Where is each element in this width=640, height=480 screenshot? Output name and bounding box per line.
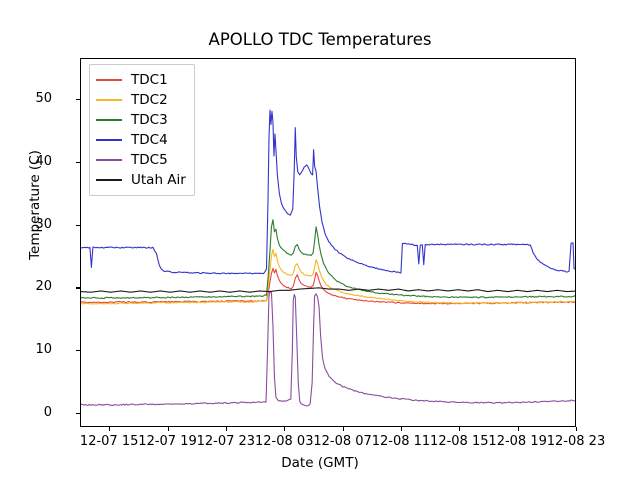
legend-item-tdc3[interactable]: TDC3 [96,110,186,130]
legend-item-label: TDC5 [131,152,168,168]
x-axis-tick-label: 12-07 15 [79,434,139,449]
x-axis-tick-label: 12-08 23 [546,434,606,449]
y-axis-tick-label: 40 [35,153,52,169]
legend-color-swatch [96,179,122,181]
legend-item-label: Utah Air [131,172,186,188]
series-line-utah-air [81,287,575,293]
x-axis-tick-mark [109,427,111,431]
series-line-tdc1 [81,267,575,305]
legend-item-utah-air[interactable]: Utah Air [96,170,186,190]
x-axis-tick-mark [225,427,227,431]
y-axis-tick-mark [76,161,80,163]
legend-item-tdc1[interactable]: TDC1 [96,70,186,90]
series-line-tdc5 [81,291,575,407]
x-axis-tick-mark [576,427,578,431]
x-axis-tick-mark [400,427,403,431]
y-axis-label: Temperature (C) [27,150,43,260]
legend-color-swatch [96,159,122,161]
legend-item-label: TDC2 [131,92,168,108]
legend-item-label: TDC4 [131,132,168,148]
x-axis-tick-mark [342,427,344,431]
x-axis-tick-label: 12-08 15 [430,434,489,449]
y-axis-tick-mark [76,350,80,352]
x-axis-tick-mark [167,427,169,431]
x-axis-tick-mark [459,427,461,431]
legend-item-label: TDC3 [131,112,168,128]
series-line-tdc3 [81,219,575,299]
y-axis-tick-label: 0 [43,405,52,421]
legend-color-swatch [96,139,122,141]
x-axis-tick-label: 12-07 19 [138,434,197,449]
y-axis-tick-label: 30 [35,216,52,232]
x-axis-tick-mark [517,427,519,431]
series-line-tdc4 [81,109,575,275]
plot-lines [81,109,575,407]
chart-legend: TDC1 TDC2 TDC3 TDC4 TDC5 Utah Air [89,64,195,196]
y-axis-tick-mark [76,224,80,226]
y-axis-tick-mark [76,287,80,289]
x-axis-label: Date (GMT) [281,455,359,471]
x-axis-tick-label: 12-08 03 [255,434,314,449]
x-axis-tick-label: 12-08 11 [371,434,431,449]
y-axis-tick-mark [76,98,80,100]
y-axis-tick-label: 20 [35,279,52,295]
chart-title: APOLLO TDC Temperatures [208,30,432,49]
legend-item-tdc4[interactable]: TDC4 [96,130,186,150]
legend-item-label: TDC1 [131,72,168,88]
legend-item-tdc2[interactable]: TDC2 [96,90,186,110]
x-axis-tick-label: 12-08 07 [313,434,372,449]
legend-color-swatch [96,119,122,121]
series-line-tdc2 [81,248,575,305]
y-axis-tick-mark [76,413,80,415]
y-axis-tick-label: 50 [35,90,52,106]
x-axis-tick-label: 12-07 23 [196,434,256,449]
legend-color-swatch [96,99,122,101]
legend-color-swatch [96,79,122,81]
x-axis-tick-label: 12-08 19 [488,434,547,449]
y-axis-tick-label: 10 [35,342,52,358]
legend-item-tdc5[interactable]: TDC5 [96,150,186,170]
x-axis-tick-mark [284,427,286,431]
